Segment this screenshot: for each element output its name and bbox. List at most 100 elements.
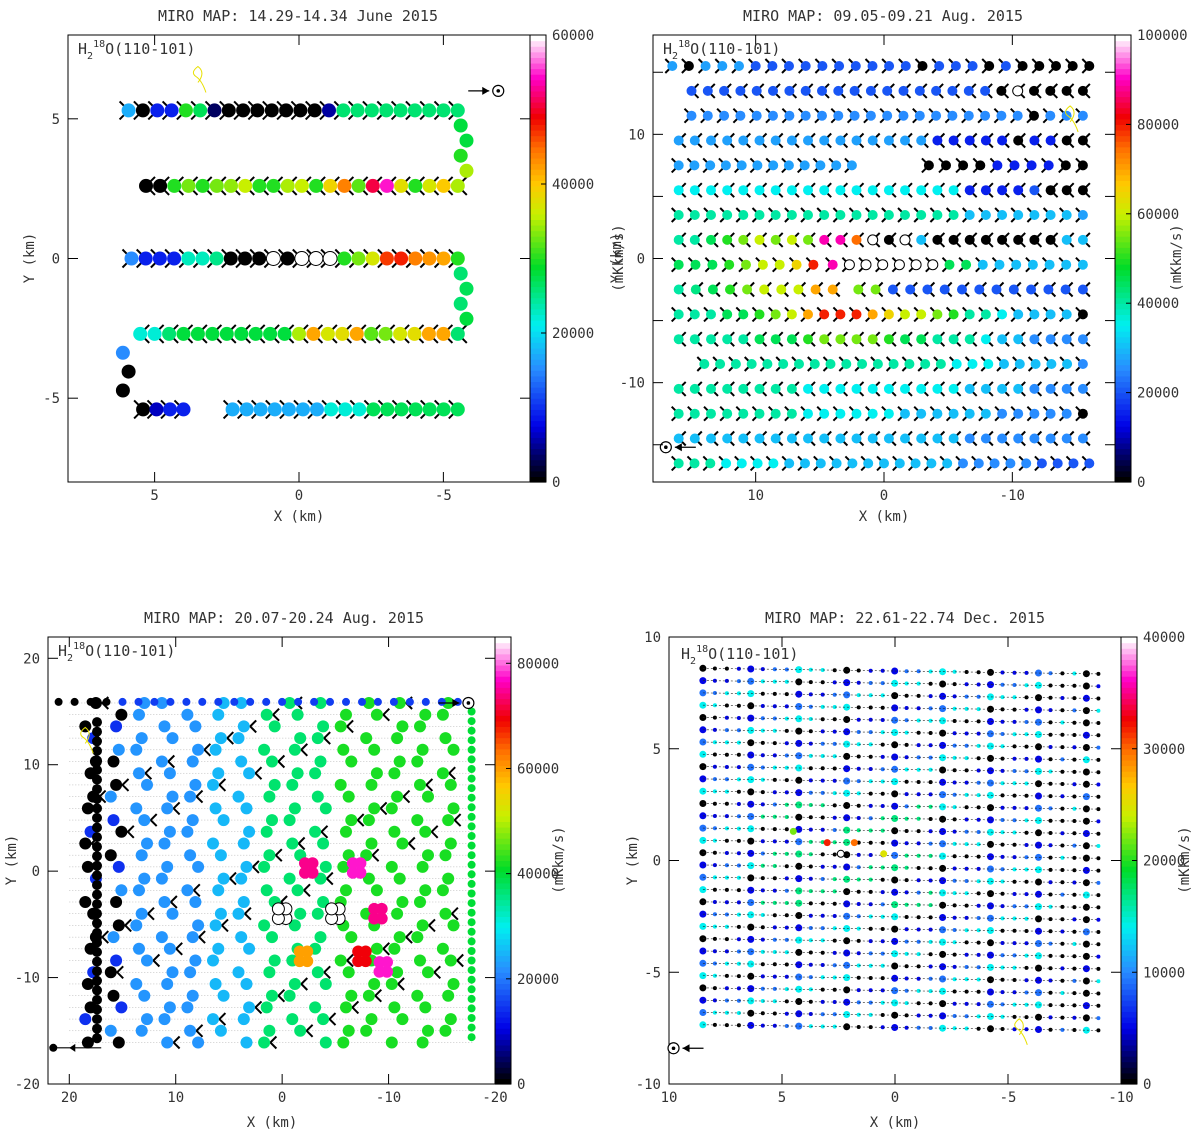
colorbar-band	[495, 1050, 511, 1057]
data-point	[976, 854, 981, 859]
data-point	[225, 402, 240, 417]
data-point	[1000, 928, 1005, 933]
data-point	[1000, 867, 1005, 872]
track-chevron	[322, 731, 331, 745]
colorbar-band	[1121, 1005, 1137, 1012]
data-point	[976, 793, 981, 798]
data-point	[706, 234, 716, 245]
track-chevron	[450, 906, 459, 921]
data-point	[795, 678, 803, 686]
data-point	[217, 814, 230, 827]
data-point	[212, 708, 225, 721]
data-point	[808, 729, 813, 734]
colorbar-band	[1115, 219, 1131, 226]
data-point	[809, 359, 820, 369]
colorbar-band	[1115, 375, 1131, 383]
colorbar-band	[530, 398, 546, 405]
data-point	[832, 778, 837, 783]
data-point	[820, 790, 825, 795]
colorbar-band	[1115, 79, 1131, 86]
track-line	[702, 876, 1099, 884]
colorbar-band	[495, 670, 511, 677]
data-point	[239, 402, 254, 417]
y-tick-label: 0	[52, 252, 60, 268]
data-point	[784, 999, 789, 1004]
data-point	[976, 965, 981, 970]
data-point	[294, 697, 303, 706]
track-chevron	[381, 707, 391, 722]
data-point	[104, 1024, 117, 1037]
data-point	[385, 860, 398, 873]
data-point	[964, 433, 975, 444]
data-point	[900, 408, 910, 419]
data-point	[1048, 757, 1053, 762]
data-point	[439, 732, 452, 745]
data-point	[124, 251, 139, 266]
data-point	[351, 178, 366, 193]
data-point	[291, 708, 304, 721]
data-point	[987, 804, 994, 812]
data-point	[358, 697, 366, 706]
data-point	[283, 697, 296, 709]
data-point	[819, 383, 830, 394]
data-point	[883, 383, 894, 394]
data-point	[948, 408, 959, 419]
data-point	[368, 902, 381, 915]
data-point	[768, 85, 778, 96]
data-point	[817, 85, 827, 96]
data-point	[997, 383, 1008, 394]
data-point	[891, 729, 899, 736]
data-point	[133, 708, 145, 721]
track-chevron	[268, 1035, 278, 1050]
data-point	[868, 988, 873, 993]
data-point	[916, 334, 927, 345]
track-chevron	[297, 836, 306, 851]
data-point	[1072, 757, 1077, 762]
species-sub: 2	[67, 653, 73, 664]
track-chevron	[404, 930, 413, 944]
data-point	[958, 458, 968, 469]
data-point	[1060, 1003, 1065, 1008]
data-point	[149, 402, 164, 417]
data-point	[747, 800, 755, 808]
data-point	[891, 888, 899, 896]
data-point	[784, 802, 789, 807]
data-point	[880, 705, 885, 710]
data-point	[1096, 930, 1101, 934]
data-point	[337, 743, 350, 756]
data-point	[784, 704, 789, 709]
colorbar-band	[1115, 124, 1131, 131]
data-point	[904, 693, 909, 698]
data-point	[736, 458, 747, 469]
data-point	[1036, 458, 1047, 469]
y-tick-label: 20	[23, 651, 40, 667]
data-point	[207, 778, 219, 791]
data-point	[1035, 964, 1042, 972]
data-point	[820, 963, 825, 967]
data-point	[181, 708, 194, 721]
data-point	[92, 1014, 102, 1025]
data-point	[673, 160, 684, 171]
colorbar-band	[495, 715, 511, 722]
colorbar-band	[530, 129, 546, 137]
data-point	[964, 719, 969, 724]
track-line	[702, 692, 1099, 699]
data-point	[436, 103, 451, 118]
data-point	[772, 1011, 777, 1016]
data-point	[1048, 892, 1053, 897]
data-point	[1077, 284, 1088, 295]
colorbar-band	[1121, 799, 1137, 806]
data-point	[916, 1001, 921, 1006]
data-point	[240, 1036, 253, 1049]
colorbar-band	[530, 331, 546, 338]
data-point	[1024, 707, 1029, 712]
data-point	[163, 1001, 176, 1014]
data-point	[393, 931, 406, 944]
data-point	[1000, 768, 1005, 773]
data-point	[689, 160, 700, 171]
data-point	[364, 103, 379, 118]
data-point	[883, 210, 894, 220]
data-point	[891, 962, 899, 970]
data-point	[976, 780, 981, 785]
data-point	[964, 866, 969, 871]
